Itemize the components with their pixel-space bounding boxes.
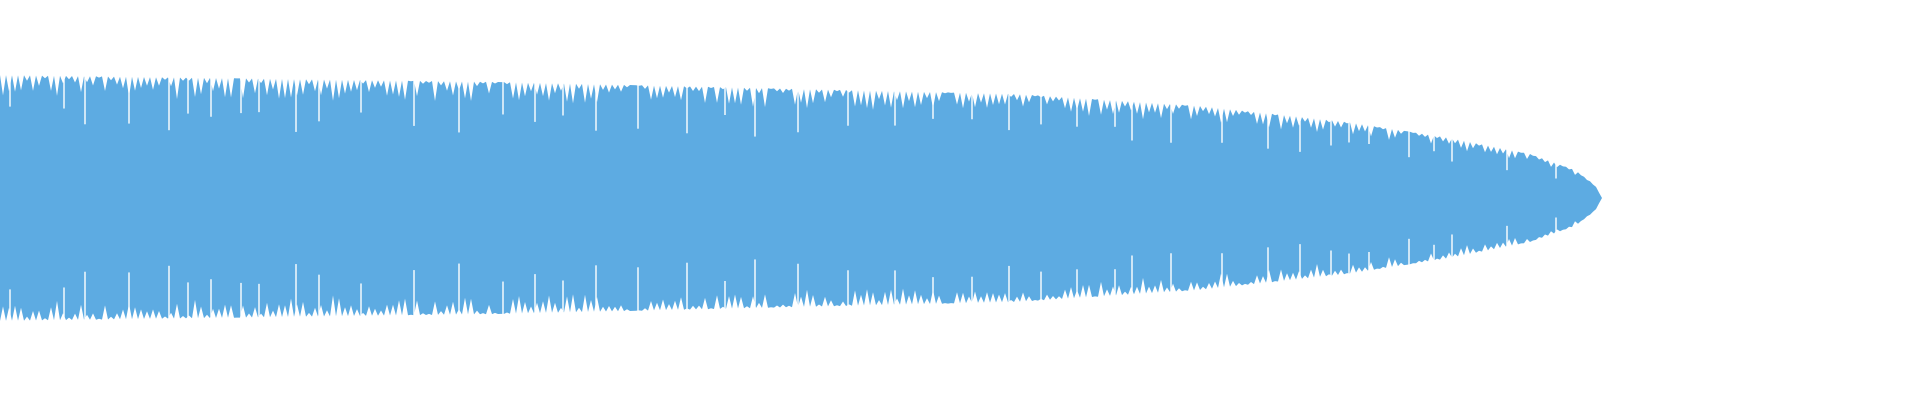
waveform-body (0, 75, 1602, 321)
